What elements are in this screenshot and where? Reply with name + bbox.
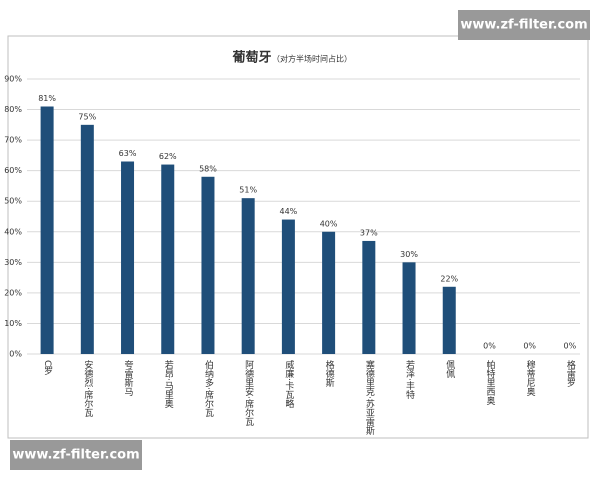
value-label: 0% bbox=[523, 342, 536, 351]
x-tick-label: 伯纳多·席尔瓦 bbox=[203, 359, 214, 418]
y-tick-label: 0% bbox=[9, 350, 22, 359]
value-label: 44% bbox=[280, 207, 298, 216]
bar bbox=[362, 240, 376, 354]
chart-subtitle: （对方半场时间占比） bbox=[272, 54, 352, 64]
watermark: www.zf-filter.com bbox=[12, 448, 139, 463]
chart-title: 葡萄牙 bbox=[231, 50, 271, 66]
y-tick-label: 90% bbox=[4, 75, 22, 84]
bar bbox=[80, 124, 94, 354]
x-tick-label: 格雷罗 bbox=[565, 359, 576, 388]
x-tick-label: 穆蒂尼奥 bbox=[525, 359, 536, 397]
bar bbox=[121, 161, 135, 354]
x-tick-label: 威廉·卡瓦略 bbox=[283, 359, 294, 408]
x-tick-label: 佩佩 bbox=[444, 359, 455, 379]
value-label: 81% bbox=[38, 94, 56, 103]
bar bbox=[322, 231, 336, 354]
value-label: 75% bbox=[78, 112, 96, 121]
value-label: 62% bbox=[159, 152, 177, 161]
value-label: 22% bbox=[440, 274, 458, 283]
bar bbox=[201, 176, 215, 354]
value-label: 30% bbox=[400, 250, 418, 259]
value-label: 58% bbox=[199, 164, 217, 173]
y-tick-label: 50% bbox=[4, 197, 22, 206]
watermark-box bbox=[458, 10, 590, 40]
y-tick-label: 30% bbox=[4, 258, 22, 267]
bar bbox=[40, 106, 54, 354]
value-label: 63% bbox=[119, 149, 137, 158]
x-tick-label: 帕特里西奥 bbox=[484, 359, 495, 406]
bar bbox=[241, 198, 255, 354]
y-tick-label: 40% bbox=[4, 227, 22, 236]
y-tick-label: 80% bbox=[4, 105, 22, 114]
bar bbox=[281, 219, 295, 354]
bar bbox=[442, 286, 456, 354]
y-tick-label: 60% bbox=[4, 166, 22, 175]
y-tick-label: 20% bbox=[4, 288, 22, 297]
value-label: 51% bbox=[239, 186, 257, 195]
x-tick-label: 若泽·丰特 bbox=[404, 359, 415, 399]
x-tick-label: C罗 bbox=[42, 360, 53, 376]
x-tick-label: 塞德里克·苏亚雷斯 bbox=[364, 359, 375, 436]
x-tick-label: 阿德里安·席尔瓦 bbox=[243, 360, 254, 427]
x-tick-label: 格德斯 bbox=[324, 359, 335, 388]
y-tick-label: 70% bbox=[4, 136, 22, 145]
value-label: 37% bbox=[360, 228, 378, 237]
x-tick-label: 若昂·马里奥 bbox=[163, 359, 174, 409]
bar bbox=[402, 262, 416, 354]
chart-frame bbox=[7, 35, 589, 439]
value-label: 0% bbox=[483, 342, 496, 351]
x-tick-label: 安德烈·席尔瓦 bbox=[82, 359, 93, 418]
value-label: 40% bbox=[320, 219, 338, 228]
x-tick-label: 夸雷斯马 bbox=[123, 359, 133, 397]
watermark: www.zf-filter.com bbox=[460, 18, 587, 33]
value-label: 0% bbox=[564, 342, 577, 351]
watermark-box bbox=[10, 440, 142, 470]
y-tick-label: 10% bbox=[4, 319, 22, 328]
bar bbox=[161, 164, 175, 354]
